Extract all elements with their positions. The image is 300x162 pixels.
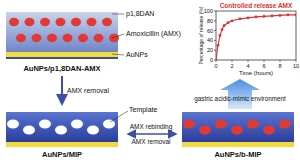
data-point <box>239 17 242 20</box>
chart: 0246810020406080100Time (hours)Percentag… <box>198 2 299 76</box>
chart-title: Controlled release AMX <box>220 2 293 9</box>
polymer-layer <box>6 112 118 142</box>
arrow-label: AMX rebinding <box>130 123 173 131</box>
data-group <box>216 14 296 60</box>
amx-molecule <box>109 34 119 42</box>
amx-molecule <box>102 18 112 26</box>
amx-molecule <box>9 18 19 26</box>
data-point <box>247 16 250 19</box>
amx-molecule <box>183 120 195 129</box>
amx-molecule <box>247 120 259 129</box>
data-point <box>279 14 282 17</box>
amx-molecule <box>94 34 104 42</box>
y-tick-label: 80 <box>207 18 213 24</box>
gold-layer <box>6 52 118 57</box>
substrate <box>6 57 118 59</box>
amx-molecule <box>263 126 275 135</box>
callout-line <box>112 54 124 55</box>
amx-molecule <box>40 18 50 26</box>
data-point <box>231 19 234 22</box>
y-tick-label: 40 <box>207 37 213 43</box>
panel-label: AuNPs/b-MIP <box>214 150 261 159</box>
x-tick-label: 2 <box>230 63 233 69</box>
amx-molecule <box>25 18 35 26</box>
callout-line <box>110 111 128 122</box>
x-axis-title: Time (hours) <box>239 70 273 76</box>
plot-frame <box>216 11 296 60</box>
template-cavity <box>7 120 19 129</box>
data-point <box>227 21 230 24</box>
y-tick <box>214 11 216 12</box>
data-point <box>271 15 274 18</box>
template-cavity <box>55 126 67 135</box>
y-tick <box>214 40 216 41</box>
double-arrow <box>128 133 176 135</box>
panel-bmip <box>182 112 294 147</box>
arrow-label: AMX removal <box>131 138 171 145</box>
x-tick-label: 6 <box>262 63 265 69</box>
amx-molecule <box>47 34 57 42</box>
polymer-layer <box>6 12 118 52</box>
data-point <box>255 15 258 18</box>
data-point <box>295 14 296 17</box>
template-cavity <box>87 126 99 135</box>
arrow-label: gastric acidic-mimic environment <box>194 95 286 103</box>
y-tick-label: 100 <box>204 8 213 14</box>
data-point <box>216 59 217 60</box>
y-tick <box>214 50 216 51</box>
panel-label: AuNPs/p1,8DAN-AMX <box>23 64 100 73</box>
arrow-label: AMX removal <box>67 87 109 94</box>
amx-molecule <box>215 120 227 129</box>
amx-molecule <box>199 126 211 135</box>
y-axis-title: Percentage of release (%) <box>198 6 204 64</box>
root: p1,8DAN Amoxicillin (AMX) AuNPs AuNPs/p1,8D… <box>0 0 300 162</box>
amx-molecule <box>32 34 42 42</box>
data-point <box>219 34 222 37</box>
callout: Amoxicillin (AMX) <box>126 30 181 38</box>
template-cavity <box>23 126 35 135</box>
y-tick <box>214 60 216 61</box>
amx-molecule <box>63 34 73 42</box>
amx-molecule <box>71 18 81 26</box>
amx-molecule <box>56 18 66 26</box>
amx-molecule <box>279 120 291 129</box>
panel-label: AuNPs/MIP <box>42 150 82 159</box>
gold-layer <box>182 142 294 147</box>
data-point <box>223 24 226 27</box>
data-point <box>263 15 266 18</box>
canvas: p1,8DAN Amoxicillin (AMX) AuNPs AuNPs/p1,8D… <box>0 0 300 162</box>
callout-line <box>112 14 124 15</box>
callout: AuNPs <box>126 51 148 58</box>
y-tick <box>214 20 216 21</box>
gold-layer <box>6 142 118 147</box>
arrow <box>61 76 63 104</box>
polymer-layer <box>182 112 294 142</box>
release-line <box>216 15 296 60</box>
callout: p1,8DAN <box>126 10 154 18</box>
template-cavity <box>39 120 51 129</box>
x-tick-label: 8 <box>278 63 281 69</box>
y-tick-label: 0 <box>210 57 213 63</box>
amx-molecule <box>78 34 88 42</box>
data-point <box>287 14 290 17</box>
template-cavity <box>71 120 83 129</box>
x-tick-label: 10 <box>293 63 299 69</box>
callout-line <box>112 34 124 38</box>
y-tick-label: 60 <box>207 28 213 34</box>
amx-molecule <box>87 18 97 26</box>
y-tick <box>214 30 216 31</box>
x-tick-label: 4 <box>246 63 249 69</box>
amx-molecule <box>16 34 26 42</box>
panel-amx: p1,8DAN Amoxicillin (AMX) AuNPs <box>6 10 181 59</box>
callout: Template <box>129 106 158 114</box>
amx-molecule <box>231 126 243 135</box>
up-arrow <box>220 79 260 109</box>
template-cavity <box>103 120 115 129</box>
x-tick-label: 0 <box>214 63 217 69</box>
data-point <box>221 28 224 31</box>
data-point <box>217 44 220 47</box>
y-tick-label: 20 <box>207 47 213 53</box>
